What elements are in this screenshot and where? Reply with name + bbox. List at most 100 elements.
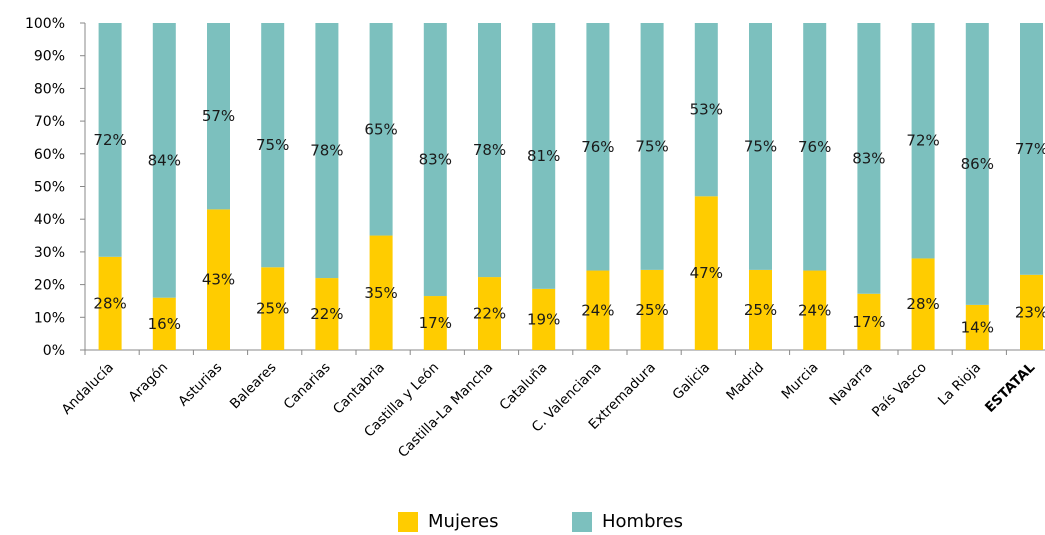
- bar-mujeres: [369, 235, 393, 350]
- y-tick-label: 0%: [43, 343, 65, 359]
- data-label-mujeres: 22%: [473, 305, 506, 323]
- category-label: La Rioja: [935, 360, 984, 409]
- bar-mujeres: [478, 277, 501, 350]
- data-label-hombres: 77%: [1015, 140, 1045, 158]
- category-label: Canarias: [281, 360, 334, 413]
- data-label-mujeres: 19%: [527, 310, 560, 328]
- data-label-mujeres: 16%: [148, 315, 181, 333]
- data-label-mujeres: 24%: [798, 301, 831, 319]
- category-label: Murcia: [778, 360, 821, 403]
- bar-hombres: [640, 23, 664, 270]
- bar-hombres: [1020, 23, 1043, 275]
- bar-mujeres: [911, 258, 935, 350]
- legend: Mujeres Hombres: [0, 511, 1045, 533]
- bar-mujeres: [857, 293, 881, 350]
- data-label-mujeres: 14%: [961, 318, 994, 336]
- data-label-hombres: 84%: [148, 151, 181, 169]
- bar-hombres: [369, 23, 393, 236]
- data-label-mujeres: 22%: [310, 305, 343, 323]
- y-tick-label: 30%: [34, 245, 65, 261]
- legend-label-hombres: Hombres: [602, 511, 683, 532]
- y-tick-label: 20%: [34, 278, 65, 294]
- data-label-mujeres: 25%: [256, 300, 289, 318]
- y-tick-label: 80%: [34, 81, 65, 97]
- legend-label-mujeres: Mujeres: [428, 511, 499, 532]
- data-label-hombres: 83%: [419, 151, 452, 169]
- bar-hombres: [965, 23, 989, 305]
- data-label-hombres: 75%: [744, 137, 777, 155]
- data-label-hombres: 75%: [635, 137, 668, 155]
- bar-hombres: [911, 23, 935, 259]
- data-label-hombres: 76%: [798, 138, 831, 156]
- data-label-mujeres: 35%: [364, 284, 397, 302]
- data-label-mujeres: 24%: [581, 301, 614, 319]
- y-tick-label: 100%: [25, 16, 65, 32]
- y-tick-label: 10%: [34, 310, 65, 326]
- y-tick-label: 50%: [34, 180, 65, 196]
- data-label-mujeres: 28%: [93, 294, 126, 312]
- bar-hombres: [857, 23, 881, 294]
- data-label-hombres: 75%: [256, 136, 289, 154]
- bar-hombres: [152, 23, 176, 298]
- legend-item-mujeres: Mujeres: [398, 511, 498, 532]
- category-label: Cataluña: [497, 360, 551, 414]
- y-tick-label: 70%: [34, 114, 65, 130]
- legend-swatch-hombres: [572, 511, 592, 532]
- bar-mujeres: [965, 304, 989, 350]
- bar-hombres: [315, 23, 339, 279]
- bar-mujeres: [207, 209, 230, 350]
- data-label-mujeres: 23%: [1015, 303, 1045, 321]
- bar-mujeres: [532, 288, 556, 350]
- data-label-mujeres: 43%: [202, 271, 235, 289]
- bar-hombres: [749, 23, 772, 270]
- bar-mujeres: [1020, 274, 1043, 350]
- bar-mujeres: [315, 278, 339, 350]
- category-label: Asturias: [175, 360, 225, 410]
- data-label-hombres: 76%: [581, 138, 614, 156]
- category-label: Castilla-La Mancha: [395, 360, 496, 461]
- category-label: Navarra: [826, 360, 875, 409]
- legend-item-hombres: Hombres: [572, 511, 683, 532]
- data-label-hombres: 78%: [473, 141, 506, 159]
- legend-swatch-mujeres: [398, 511, 418, 532]
- category-label: Aragón: [126, 360, 172, 406]
- data-label-hombres: 81%: [527, 147, 560, 165]
- data-label-hombres: 78%: [310, 142, 343, 160]
- bar-mujeres: [152, 297, 176, 350]
- bar-hombres: [532, 23, 556, 289]
- bar-hombres: [261, 23, 285, 268]
- category-label: Andalucía: [59, 360, 117, 418]
- category-label: Baleares: [227, 360, 280, 413]
- category-label: Galicia: [670, 360, 714, 404]
- bar-mujeres: [98, 256, 122, 350]
- data-label-mujeres: 17%: [419, 314, 452, 332]
- data-label-hombres: 53%: [690, 101, 723, 119]
- y-tick-label: 40%: [34, 212, 65, 228]
- data-label-mujeres: 47%: [690, 264, 723, 282]
- category-label: Madrid: [723, 360, 767, 404]
- bar-mujeres: [423, 296, 447, 350]
- data-label-mujeres: 17%: [852, 313, 885, 331]
- stacked-bar-chart: 0% 10% 20% 30% 40% 50% 60% 70% 80% 90% 100% 28% 72% A…: [25, 16, 1045, 461]
- data-label-hombres: 57%: [202, 107, 235, 125]
- bar-mujeres: [803, 270, 827, 350]
- bar-mujeres: [586, 270, 610, 350]
- data-label-mujeres: 28%: [906, 295, 939, 313]
- data-label-hombres: 72%: [93, 131, 126, 149]
- y-tick-label: 90%: [34, 49, 65, 65]
- category-label: ESTATAL: [982, 359, 1039, 416]
- bar-hombres: [694, 23, 718, 197]
- data-label-hombres: 65%: [364, 120, 397, 138]
- bar-hombres: [98, 23, 122, 257]
- data-label-hombres: 86%: [961, 155, 994, 173]
- bar-hombres: [207, 23, 230, 210]
- bar-hombres: [423, 23, 447, 297]
- bar-hombres: [478, 23, 501, 278]
- bar-hombres: [586, 23, 610, 271]
- bar-mujeres: [749, 269, 772, 350]
- bar-mujeres: [261, 267, 285, 350]
- data-label-mujeres: 25%: [744, 301, 777, 319]
- category-label: Cantabria: [330, 360, 388, 418]
- data-label-mujeres: 25%: [635, 301, 668, 319]
- bar-hombres: [803, 23, 827, 271]
